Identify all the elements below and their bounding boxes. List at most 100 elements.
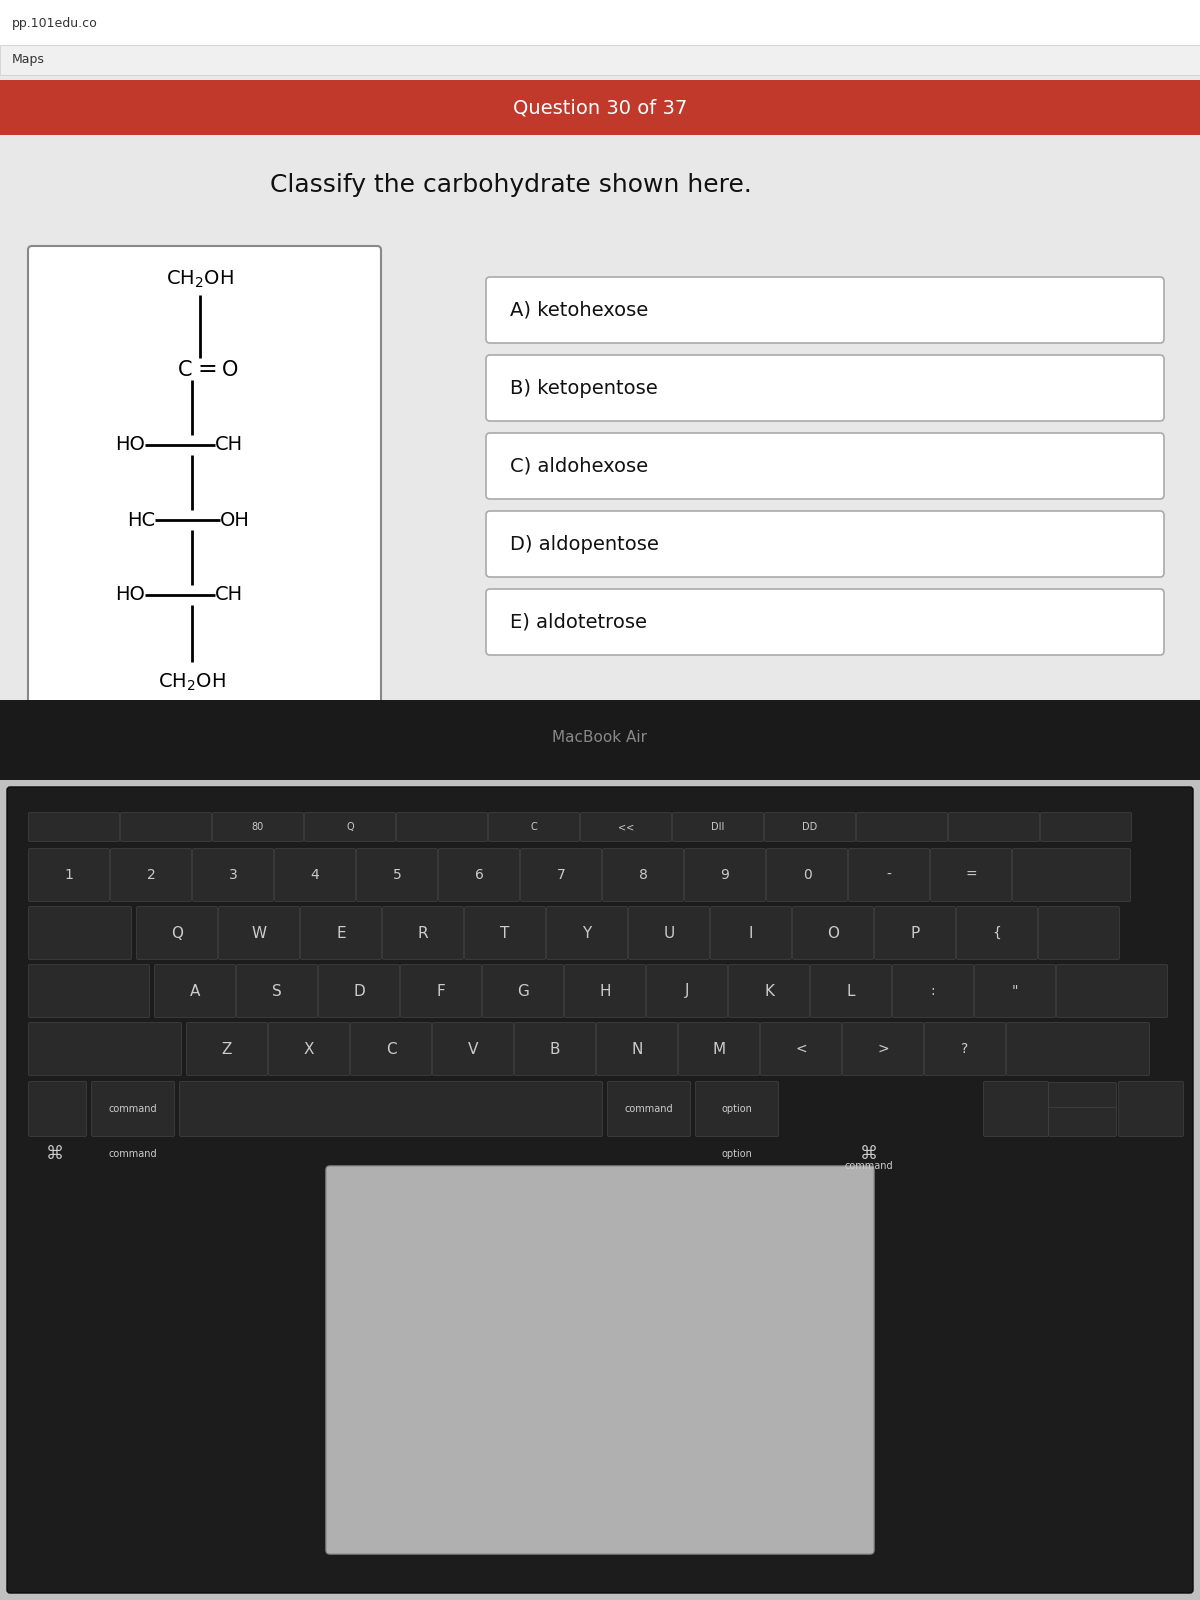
FancyBboxPatch shape xyxy=(326,1166,874,1554)
FancyBboxPatch shape xyxy=(857,813,948,842)
Text: C: C xyxy=(385,1042,396,1056)
Text: T: T xyxy=(500,925,510,941)
FancyBboxPatch shape xyxy=(91,1082,174,1136)
FancyBboxPatch shape xyxy=(438,848,520,901)
Text: O: O xyxy=(827,925,839,941)
FancyBboxPatch shape xyxy=(930,848,1012,901)
Text: Z: Z xyxy=(222,1042,232,1056)
Text: R: R xyxy=(418,925,428,941)
FancyBboxPatch shape xyxy=(432,1022,514,1075)
FancyBboxPatch shape xyxy=(792,907,874,960)
Text: C) aldohexose: C) aldohexose xyxy=(510,456,648,475)
FancyBboxPatch shape xyxy=(155,965,235,1018)
FancyBboxPatch shape xyxy=(0,45,1200,75)
FancyBboxPatch shape xyxy=(767,848,847,901)
FancyBboxPatch shape xyxy=(602,848,684,901)
Text: command: command xyxy=(109,1149,157,1158)
FancyBboxPatch shape xyxy=(29,965,150,1018)
Text: command: command xyxy=(109,1104,157,1114)
Text: option: option xyxy=(721,1149,752,1158)
FancyBboxPatch shape xyxy=(7,787,1193,1594)
Text: U: U xyxy=(664,925,674,941)
Text: command: command xyxy=(845,1162,893,1171)
FancyBboxPatch shape xyxy=(29,813,120,842)
Text: B) ketopentose: B) ketopentose xyxy=(510,379,658,397)
FancyBboxPatch shape xyxy=(120,813,211,842)
FancyBboxPatch shape xyxy=(515,1022,595,1075)
Text: {: { xyxy=(992,926,1002,939)
Text: Y: Y xyxy=(582,925,592,941)
FancyBboxPatch shape xyxy=(218,907,300,960)
FancyBboxPatch shape xyxy=(1038,907,1120,960)
FancyBboxPatch shape xyxy=(564,965,646,1018)
Text: :: : xyxy=(931,984,935,998)
Text: HC: HC xyxy=(127,510,155,530)
Text: =: = xyxy=(197,357,217,381)
Text: >: > xyxy=(877,1042,889,1056)
FancyBboxPatch shape xyxy=(275,848,355,901)
Text: V: V xyxy=(468,1042,478,1056)
Text: Classify the carbohydrate shown here.: Classify the carbohydrate shown here. xyxy=(270,173,752,197)
FancyBboxPatch shape xyxy=(764,813,856,842)
Text: K: K xyxy=(764,984,774,998)
Text: HO: HO xyxy=(115,435,145,454)
FancyBboxPatch shape xyxy=(696,1082,779,1136)
Text: command: command xyxy=(625,1104,673,1114)
FancyBboxPatch shape xyxy=(893,965,973,1018)
FancyBboxPatch shape xyxy=(401,965,481,1018)
FancyBboxPatch shape xyxy=(1056,965,1168,1018)
FancyBboxPatch shape xyxy=(212,813,304,842)
Text: N: N xyxy=(631,1042,643,1056)
Text: W: W xyxy=(252,925,266,941)
Text: A: A xyxy=(190,984,200,998)
Text: I: I xyxy=(749,925,754,941)
FancyBboxPatch shape xyxy=(486,510,1164,578)
FancyBboxPatch shape xyxy=(488,813,580,842)
FancyBboxPatch shape xyxy=(29,1022,181,1075)
FancyBboxPatch shape xyxy=(305,813,396,842)
FancyBboxPatch shape xyxy=(761,1022,841,1075)
Text: 2: 2 xyxy=(146,867,155,882)
Text: 80: 80 xyxy=(252,822,264,832)
FancyBboxPatch shape xyxy=(482,965,564,1018)
Text: ⌘: ⌘ xyxy=(46,1146,64,1163)
FancyBboxPatch shape xyxy=(1040,813,1132,842)
FancyBboxPatch shape xyxy=(486,277,1164,342)
FancyBboxPatch shape xyxy=(0,80,1200,134)
FancyBboxPatch shape xyxy=(1049,1083,1116,1112)
Text: pp.101edu.co: pp.101edu.co xyxy=(12,16,97,29)
Text: ⌘: ⌘ xyxy=(860,1146,878,1163)
FancyBboxPatch shape xyxy=(186,1022,268,1075)
Text: 5: 5 xyxy=(392,867,401,882)
Text: ": " xyxy=(1012,984,1019,998)
FancyBboxPatch shape xyxy=(1118,1082,1183,1136)
FancyBboxPatch shape xyxy=(0,0,1200,45)
FancyBboxPatch shape xyxy=(486,434,1164,499)
FancyBboxPatch shape xyxy=(596,1022,678,1075)
FancyBboxPatch shape xyxy=(350,1022,432,1075)
Text: 7: 7 xyxy=(557,867,565,882)
FancyBboxPatch shape xyxy=(710,907,792,960)
FancyBboxPatch shape xyxy=(110,848,192,901)
FancyBboxPatch shape xyxy=(728,965,810,1018)
FancyBboxPatch shape xyxy=(672,813,763,842)
Text: 6: 6 xyxy=(474,867,484,882)
Text: CH: CH xyxy=(215,435,244,454)
Text: 9: 9 xyxy=(720,867,730,882)
Text: O: O xyxy=(222,360,239,379)
Text: L: L xyxy=(847,984,856,998)
Text: S: S xyxy=(272,984,282,998)
Text: 0: 0 xyxy=(803,867,811,882)
FancyBboxPatch shape xyxy=(684,848,766,901)
FancyBboxPatch shape xyxy=(180,1082,602,1136)
FancyBboxPatch shape xyxy=(486,589,1164,654)
FancyBboxPatch shape xyxy=(984,1082,1049,1136)
Text: D) aldopentose: D) aldopentose xyxy=(510,534,659,554)
Text: 4: 4 xyxy=(311,867,319,882)
FancyBboxPatch shape xyxy=(647,965,727,1018)
FancyBboxPatch shape xyxy=(0,701,1200,781)
FancyBboxPatch shape xyxy=(464,907,546,960)
Text: G: G xyxy=(517,984,529,998)
FancyBboxPatch shape xyxy=(875,907,955,960)
Text: CH: CH xyxy=(215,586,244,605)
